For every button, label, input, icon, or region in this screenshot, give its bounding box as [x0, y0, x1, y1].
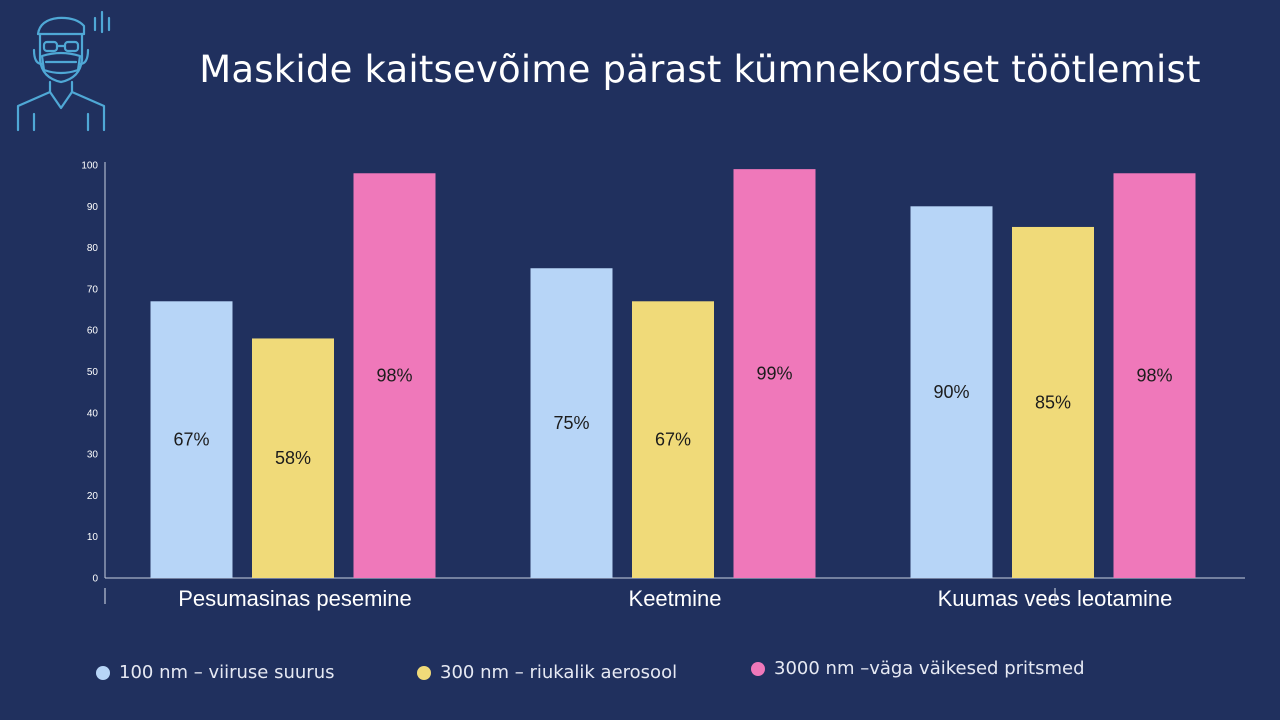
- data-label: 75%: [553, 413, 589, 433]
- data-label: 90%: [933, 382, 969, 402]
- y-tick-label: 90: [87, 202, 99, 213]
- bar-2-3: [1012, 226, 1094, 578]
- mask-person-icon: [16, 10, 111, 132]
- data-label: 99%: [756, 364, 792, 384]
- legend-item-2: 3000 nm –väga väikesed pritsmed: [751, 658, 1085, 679]
- legend-swatch-1: [417, 665, 431, 680]
- data-label: 98%: [376, 366, 412, 386]
- legend-label-1: 300 nm – riukalik aerosool: [440, 662, 678, 683]
- bar-2-1: [252, 338, 334, 578]
- y-tick-label: 70: [87, 284, 99, 295]
- bar-1-1: [150, 301, 233, 578]
- bar-3-2: [733, 169, 816, 578]
- bar-3-1: [353, 173, 436, 578]
- y-tick-label: 80: [87, 243, 99, 254]
- data-label: 98%: [1136, 366, 1172, 386]
- legend-swatch-2: [751, 661, 765, 676]
- data-label: 67%: [655, 430, 691, 450]
- data-label: 67%: [173, 430, 209, 450]
- data-label: 85%: [1035, 392, 1071, 412]
- legend-swatch-0: [96, 665, 110, 680]
- y-tick-label: 40: [87, 408, 99, 419]
- y-tick-label: 30: [87, 450, 99, 461]
- y-tick-label: 0: [92, 574, 98, 585]
- category-label: Keetmine: [629, 586, 722, 611]
- bar-1-2: [530, 268, 613, 578]
- category-label: Pesumasinas pesemine: [178, 586, 412, 611]
- legend-item-0: 100 nm – viiruse suurus: [96, 662, 334, 683]
- legend-label-0: 100 nm – viiruse suurus: [119, 662, 335, 683]
- legend-item-1: 300 nm – riukalik aerosool: [417, 662, 677, 683]
- y-tick-label: 20: [87, 491, 99, 502]
- chart-title: Maskide kaitsevõime pärast kümnekordset …: [199, 48, 1201, 91]
- data-label: 58%: [275, 448, 311, 468]
- category-label: Kuumas vees leotamine: [938, 586, 1173, 611]
- y-tick-label: 50: [87, 367, 99, 378]
- bar-3-3: [1113, 173, 1196, 578]
- y-tick-label: 100: [81, 161, 98, 172]
- bar-2-2: [632, 301, 714, 578]
- legend-label-2: 3000 nm –väga väikesed pritsmed: [774, 658, 1085, 679]
- bar-1-3: [910, 206, 993, 579]
- y-tick-label: 60: [87, 326, 99, 337]
- y-tick-label: 10: [87, 532, 99, 543]
